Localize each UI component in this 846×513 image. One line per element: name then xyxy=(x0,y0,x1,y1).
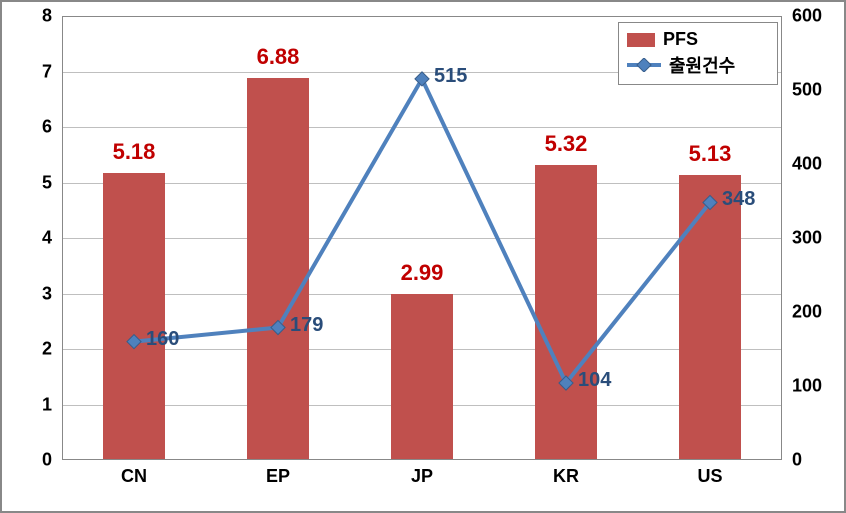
bar xyxy=(247,78,309,460)
bar xyxy=(535,165,597,460)
y-left-tick: 1 xyxy=(42,394,52,415)
bar-value-label: 6.88 xyxy=(257,44,300,70)
y-right-tick: 100 xyxy=(792,376,822,397)
x-tick: US xyxy=(697,466,722,487)
bar-value-label: 5.13 xyxy=(689,141,732,167)
y-left-tick: 8 xyxy=(42,6,52,27)
legend-item: 출원건수 xyxy=(627,52,769,78)
legend-label: PFS xyxy=(663,29,698,50)
y-left-tick: 2 xyxy=(42,339,52,360)
x-tick: KR xyxy=(553,466,579,487)
line-value-label: 515 xyxy=(434,65,467,88)
legend: PFS출원건수 xyxy=(618,22,778,85)
y-right-tick: 600 xyxy=(792,6,822,27)
line-marker xyxy=(415,72,429,86)
y-left-tick: 7 xyxy=(42,61,52,82)
y-left-tick: 6 xyxy=(42,117,52,138)
y-right-tick: 400 xyxy=(792,154,822,175)
x-tick: CN xyxy=(121,466,147,487)
bar-value-label: 2.99 xyxy=(401,260,444,286)
gridline xyxy=(62,127,782,128)
bar-value-label: 5.32 xyxy=(545,131,588,157)
bar-value-label: 5.18 xyxy=(113,139,156,165)
legend-swatch-line xyxy=(627,58,661,72)
y-left-tick: 3 xyxy=(42,283,52,304)
gridline xyxy=(62,183,782,184)
y-right-tick: 200 xyxy=(792,302,822,323)
bar xyxy=(391,294,453,460)
y-left-tick: 4 xyxy=(42,228,52,249)
y-left-tick: 0 xyxy=(42,450,52,471)
y-left-tick: 5 xyxy=(42,172,52,193)
y-right-tick: 0 xyxy=(792,450,802,471)
y-right-tick: 300 xyxy=(792,228,822,249)
bar xyxy=(679,175,741,460)
y-right-tick: 500 xyxy=(792,80,822,101)
chart-root: 5.186.882.995.325.13160179515104348 0123… xyxy=(0,0,846,513)
x-tick: EP xyxy=(266,466,290,487)
x-tick: JP xyxy=(411,466,433,487)
legend-item: PFS xyxy=(627,29,769,50)
gridline xyxy=(62,238,782,239)
legend-label: 출원건수 xyxy=(669,52,735,78)
bar xyxy=(103,173,165,460)
legend-swatch-bar xyxy=(627,33,655,47)
